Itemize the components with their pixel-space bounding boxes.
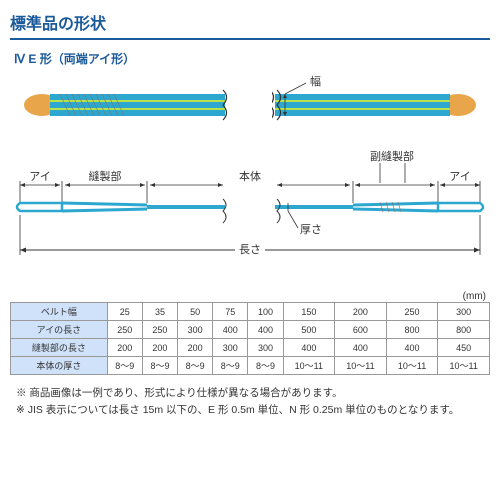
label-length: 長さ: [239, 243, 261, 256]
label-eye-l: アイ: [29, 171, 50, 183]
notes: ※ 商品画像は一例であり、形式により仕様が異なる場合があります。 ※ JIS 表…: [16, 385, 484, 419]
note-line: ※ JIS 表示については長さ 15m 以下の、E 形 0.5m 単位、N 形 …: [16, 402, 484, 419]
row-label: 本体の厚さ: [11, 357, 108, 375]
label-width: 幅: [310, 75, 321, 88]
row-label: ベルト幅: [11, 303, 108, 321]
table-row: 縫製部の長さ 200200200 300300400 400400450: [11, 339, 490, 357]
unit-label: (mm): [10, 291, 486, 302]
table-row: ベルト幅 253550 75100150 200250300: [11, 303, 490, 321]
table-row: 本体の厚さ 8～98～98～9 8～98～910～11 10～1110～1110…: [11, 357, 490, 375]
label-eye-r: アイ: [449, 171, 470, 183]
row-label: 縫製部の長さ: [11, 339, 108, 357]
page-title: 標準品の形状: [10, 10, 490, 40]
row-label: アイの長さ: [11, 321, 108, 339]
subtitle: Ⅳ E 形（両端アイ形）: [14, 50, 490, 67]
label-body: 本体: [239, 169, 261, 183]
label-sub-sewn: 副縫製部: [370, 149, 414, 163]
label-sewn: 縫製部: [89, 169, 122, 183]
table-row: アイの長さ 250250300 400400500 600800800: [11, 321, 490, 339]
spec-table: ベルト幅 253550 75100150 200250300 アイの長さ 250…: [10, 302, 490, 375]
diagram: 幅 副縫製部 アイ 縫製部 本体 アイ: [10, 75, 490, 285]
note-line: ※ 商品画像は一例であり、形式により仕様が異なる場合があります。: [16, 385, 484, 402]
label-thickness: 厚さ: [300, 223, 322, 236]
